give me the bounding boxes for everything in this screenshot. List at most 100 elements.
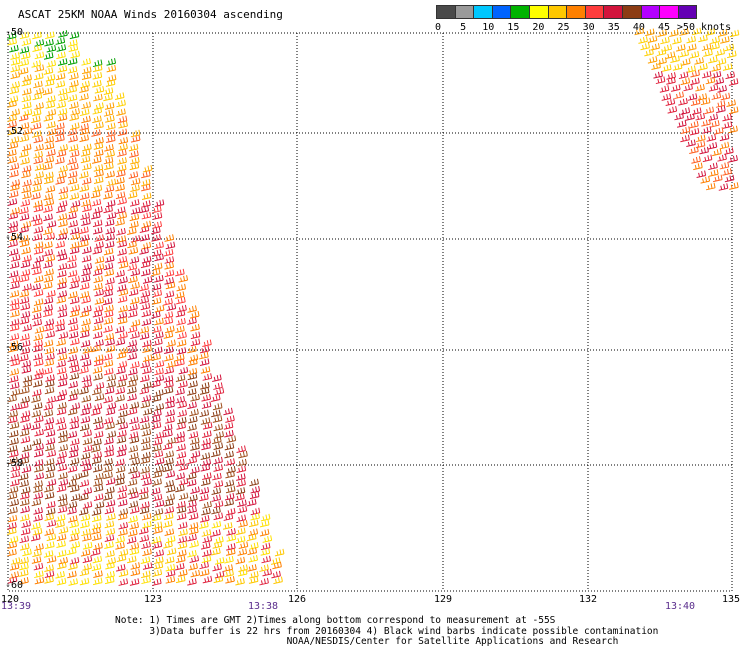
wind-barb xyxy=(9,261,20,269)
wind-barb xyxy=(116,284,127,292)
wind-barb xyxy=(164,528,175,537)
legend-label: 0 xyxy=(434,22,442,33)
wind-barb xyxy=(81,254,92,263)
wind-barb xyxy=(9,571,20,579)
wind-barb xyxy=(710,36,720,45)
wind-barb xyxy=(106,513,116,521)
wind-barb xyxy=(141,192,152,201)
wind-barb xyxy=(103,191,113,200)
wind-barb xyxy=(19,122,30,130)
wind-barb xyxy=(69,163,79,171)
wind-barb xyxy=(92,533,102,541)
wind-barb xyxy=(68,205,79,214)
wind-barb xyxy=(140,472,151,481)
wind-barb xyxy=(82,262,93,271)
wind-barb xyxy=(43,52,54,60)
wind-barb xyxy=(717,85,727,93)
wind-barb xyxy=(7,127,18,136)
wind-barb xyxy=(140,556,151,564)
wind-barb xyxy=(82,437,93,446)
wind-barb xyxy=(142,366,152,375)
wind-barb xyxy=(686,139,696,148)
wind-barb xyxy=(212,374,222,382)
wind-barb xyxy=(236,473,246,481)
wind-barb xyxy=(129,199,140,207)
wind-barb xyxy=(57,253,68,261)
wind-barb xyxy=(714,77,725,85)
wind-barb xyxy=(140,290,151,298)
wind-barb xyxy=(154,274,164,283)
wind-barb xyxy=(115,458,125,467)
wind-barb xyxy=(69,416,80,424)
wind-barb xyxy=(44,491,55,500)
wind-barb xyxy=(201,507,211,516)
wind-barb xyxy=(9,333,20,341)
wind-barb xyxy=(21,360,32,368)
wind-barb xyxy=(93,282,103,291)
wind-barb xyxy=(117,255,128,264)
wind-barb xyxy=(224,498,235,507)
wind-barb xyxy=(44,417,55,425)
wind-barb xyxy=(690,98,701,107)
wind-barb xyxy=(712,174,723,183)
wind-barb xyxy=(223,407,233,416)
wind-barb xyxy=(166,360,176,369)
wind-barb xyxy=(716,105,726,114)
wind-barb xyxy=(34,326,45,334)
wind-barb xyxy=(710,120,720,128)
wind-barb xyxy=(34,415,44,424)
wind-barb xyxy=(93,493,104,502)
wind-barb xyxy=(67,269,78,278)
wind-barb xyxy=(45,352,55,361)
lat-label-52: -52 xyxy=(5,126,24,137)
wind-barb xyxy=(57,290,68,298)
wind-barb xyxy=(94,472,104,481)
wind-barb xyxy=(70,232,81,241)
wind-barb xyxy=(188,494,198,502)
wind-barb xyxy=(70,541,81,549)
wind-barb xyxy=(202,549,212,557)
wind-barb xyxy=(91,156,102,164)
wind-barb xyxy=(21,185,31,194)
wind-barb xyxy=(20,302,31,311)
wind-barb xyxy=(82,429,92,438)
wind-barb xyxy=(20,199,31,207)
wind-barb xyxy=(709,169,719,177)
wind-barb xyxy=(656,48,667,57)
wind-barb xyxy=(30,533,41,542)
wind-barb xyxy=(69,101,79,110)
wind-barb xyxy=(46,519,57,528)
wind-barb xyxy=(82,305,92,313)
wind-barb xyxy=(187,506,197,514)
wind-barb xyxy=(104,143,114,152)
wind-barb xyxy=(34,570,44,579)
wind-barb xyxy=(116,108,126,117)
wind-barb xyxy=(238,450,248,459)
wind-barb xyxy=(105,477,116,486)
wind-barb xyxy=(696,170,707,178)
wind-barb xyxy=(57,200,68,208)
wind-barb xyxy=(91,129,101,137)
wind-barb xyxy=(140,400,151,409)
wind-barb xyxy=(67,128,78,136)
wind-barb xyxy=(68,324,79,332)
wind-barb xyxy=(694,57,704,65)
wind-barb xyxy=(114,92,125,101)
wind-barb xyxy=(272,561,282,570)
wind-barb xyxy=(128,171,139,179)
wind-barb xyxy=(67,212,77,220)
wind-barb xyxy=(67,157,77,165)
wind-barb xyxy=(56,484,67,493)
wind-barb xyxy=(79,366,89,374)
wind-barb xyxy=(724,174,735,183)
wind-barb xyxy=(210,394,221,402)
wind-barb xyxy=(118,410,128,418)
wind-barb xyxy=(175,431,186,439)
wind-barb xyxy=(164,479,175,488)
wind-barb xyxy=(165,576,176,584)
legend-label: 45 xyxy=(657,22,671,33)
wind-barb xyxy=(708,162,718,171)
wind-barb xyxy=(20,486,31,495)
wind-barb xyxy=(689,146,699,155)
